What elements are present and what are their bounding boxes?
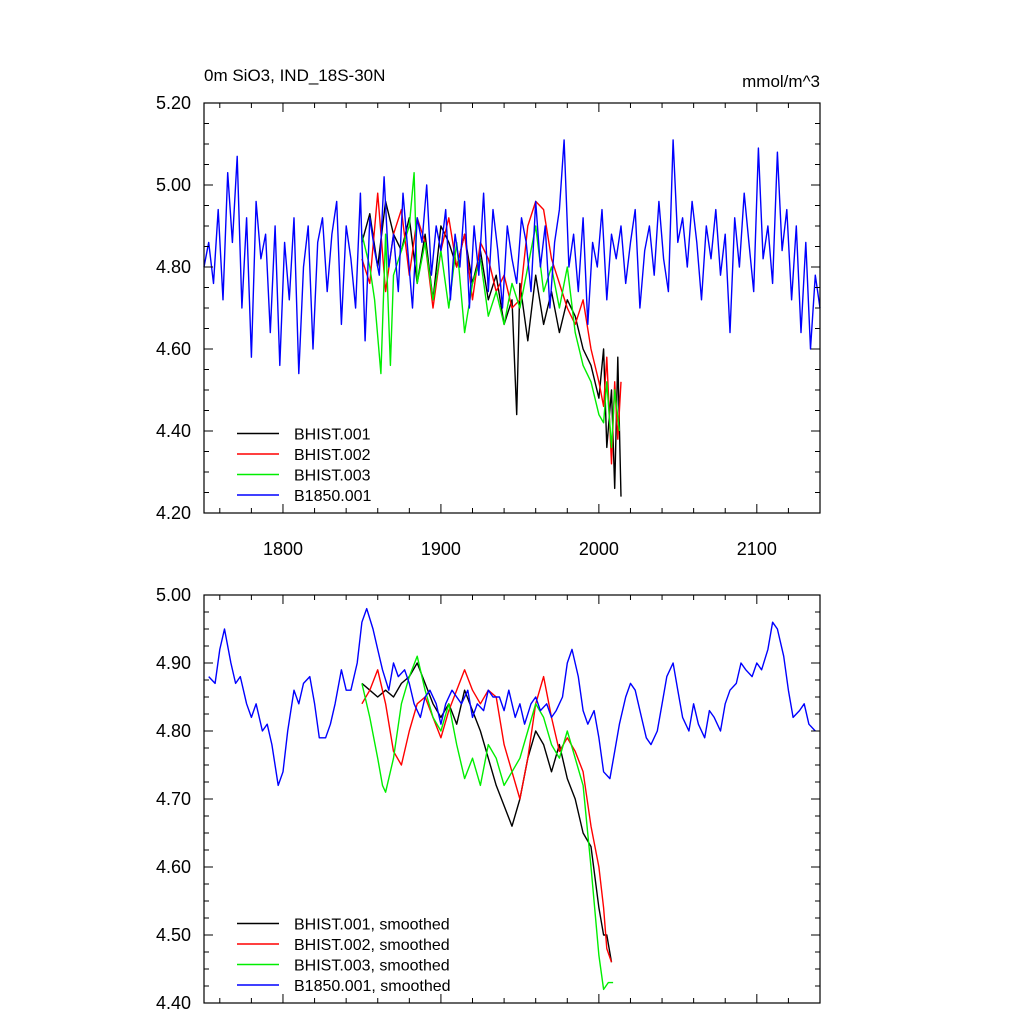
- chart-title: 0m SiO3, IND_18S-30N: [204, 66, 385, 85]
- y-tick-label: 5.20: [156, 93, 191, 113]
- series-line-top-0: [361, 200, 622, 497]
- legend-label: BHIST.003, smoothed: [294, 958, 450, 975]
- y-tick-label: 4.60: [156, 857, 191, 877]
- series-line-top-3: [203, 139, 821, 375]
- y-tick-label: 5.00: [156, 585, 191, 605]
- y-tick-label: 4.40: [156, 421, 191, 441]
- x-tick-label: 1900: [421, 539, 461, 559]
- panel-top: 0m SiO3, IND_18S-30N mmol/m^3 4.20 4.40 4.…: [156, 66, 821, 559]
- y-tick-label: 4.20: [156, 503, 191, 523]
- y-tick-label: 4.50: [156, 925, 191, 945]
- y-tick-label: 5.00: [156, 175, 191, 195]
- y-tick-label: 4.70: [156, 789, 191, 809]
- series-line-bottom-0: [361, 662, 613, 963]
- legend-label: B1850.001: [294, 488, 372, 505]
- series-line-bottom-1: [361, 669, 613, 963]
- y-tick-label: 4.60: [156, 339, 191, 359]
- legend-label: BHIST.001: [294, 427, 371, 444]
- x-tick-label: 1800: [263, 539, 303, 559]
- x-tick-label: 2000: [579, 539, 619, 559]
- legend-label: BHIST.001, smoothed: [294, 917, 450, 934]
- y-tick-label: 4.40: [156, 993, 191, 1013]
- panel-bottom: 4.40 4.50 4.60 4.70 4.80 4.90 5.00 BHIST.001, …: [156, 585, 821, 1013]
- series-line-bottom-3: [208, 607, 816, 787]
- legend-label: BHIST.002, smoothed: [294, 937, 450, 954]
- series-line-bottom-2: [361, 655, 614, 991]
- legend-label: B1850.001, smoothed: [294, 978, 451, 995]
- legend-label: BHIST.002: [294, 447, 371, 464]
- y-tick-label: 4.90: [156, 653, 191, 673]
- y-tick-label: 4.80: [156, 257, 191, 277]
- y-tick-label: 4.80: [156, 721, 191, 741]
- legend-label: BHIST.003: [294, 468, 371, 485]
- units-label: mmol/m^3: [742, 72, 820, 91]
- x-tick-label: 2100: [737, 539, 777, 559]
